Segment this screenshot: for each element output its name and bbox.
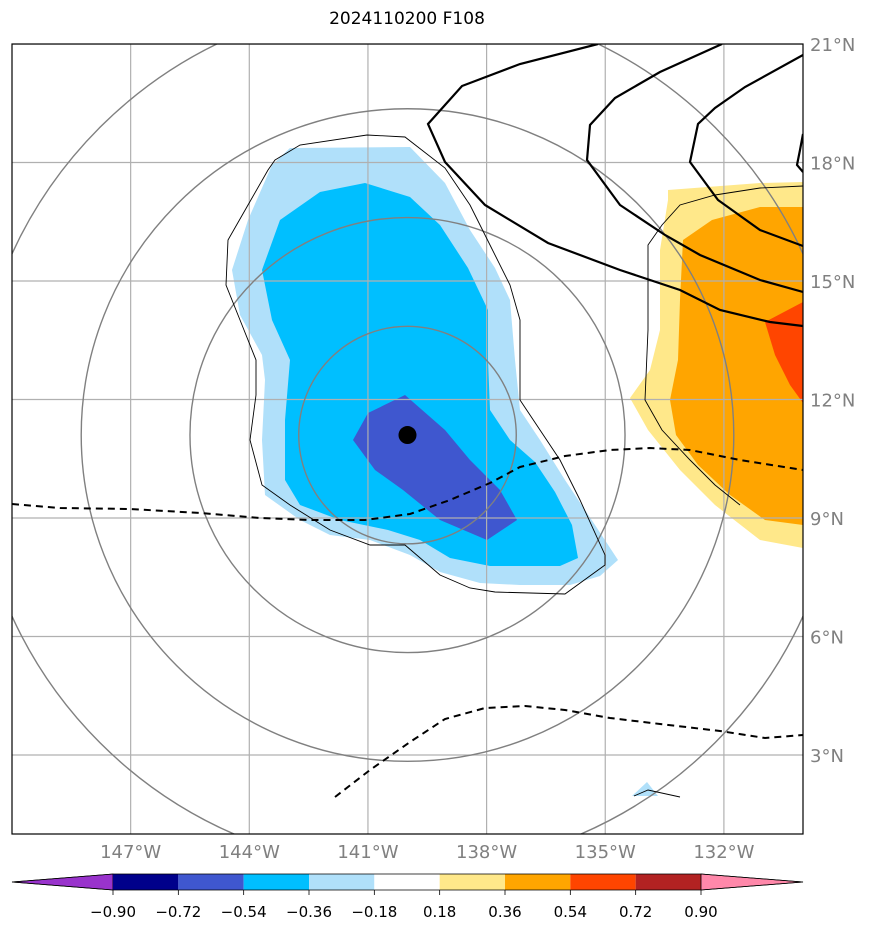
dashed-contour-south	[334, 704, 803, 798]
colorbar-tick-label: −0.18	[351, 903, 397, 921]
latitude-tick-label: 3°N	[810, 746, 844, 767]
thin-contour-small	[633, 789, 681, 798]
colorbar-tick-label: 0.54	[554, 903, 587, 921]
longitude-tick-label: 135°W	[575, 842, 636, 863]
negative-anomaly-small	[632, 782, 658, 796]
latitude-labels: 3°N 6°N 9°N 12°N 15°N 18°N 21°N	[810, 35, 855, 767]
longitude-labels: 147°W 144°W 141°W 138°W 135°W 132°W	[100, 842, 755, 863]
latitude-tick-label: 15°N	[810, 272, 855, 293]
thin-contour-west	[225, 134, 606, 595]
graticule	[12, 44, 803, 834]
longitude-tick-label: 138°W	[456, 842, 517, 863]
colorbar-extend-low	[11, 873, 114, 891]
latitude-tick-label: 6°N	[810, 628, 844, 649]
latitude-tick-label: 12°N	[810, 391, 855, 412]
thick-contour-1	[426, 44, 803, 328]
colorbar-swatch	[439, 874, 505, 890]
map-title: 2024110200 F108	[329, 9, 485, 29]
colorbar-tick-label: −0.90	[90, 903, 136, 921]
thick-contour-3	[688, 54, 803, 248]
thin-contour-east	[644, 185, 803, 506]
latitude-tick-label: 9°N	[810, 509, 844, 530]
colorbar-tick-label: −0.72	[155, 903, 201, 921]
positive-anomaly-mid	[670, 207, 803, 525]
thick-contour-4	[795, 133, 803, 173]
colorbar-swatch	[113, 874, 179, 890]
colorbar-tick-label: −0.54	[221, 903, 267, 921]
colorbar-tick-label: −0.36	[286, 903, 332, 921]
colorbar-swatch	[570, 874, 636, 890]
latitude-tick-label: 21°N	[810, 35, 855, 56]
colorbar-swatch	[243, 874, 309, 890]
dashed-contour-north	[12, 446, 803, 521]
colorbar-tick-label: 0.18	[423, 903, 456, 921]
storm-center-marker	[398, 426, 417, 445]
negative-anomaly-mid	[262, 183, 578, 566]
latitude-tick-label: 18°N	[810, 154, 855, 175]
range-ring	[80, 108, 735, 763]
colorbar	[11, 873, 804, 891]
positive-anomaly-dark	[765, 302, 803, 403]
map-frame	[11, 43, 804, 835]
colorbar-swatch	[635, 874, 701, 890]
longitude-tick-label: 141°W	[337, 842, 398, 863]
colorbar-swatch	[505, 874, 571, 890]
colorbar-tick-label: 0.72	[619, 903, 652, 921]
range-rings	[12, 44, 803, 834]
colorbar-labels: −0.90 −0.72 −0.54 −0.36 −0.18 0.18 0.36 0.54 0.7…	[90, 890, 718, 921]
negative-anomaly-dark	[353, 395, 517, 540]
colorbar-swatch	[178, 874, 244, 890]
longitude-tick-label: 132°W	[693, 842, 754, 863]
range-ring	[189, 216, 626, 654]
colorbar-extend-high	[700, 873, 804, 891]
longitude-tick-label: 144°W	[219, 842, 280, 863]
colorbar-tick-label: 0.90	[684, 903, 717, 921]
thick-contour-2	[585, 44, 803, 294]
colorbar-swatch	[309, 874, 375, 890]
longitude-tick-label: 147°W	[100, 842, 161, 863]
colorbar-swatch	[374, 874, 440, 890]
range-ring	[298, 325, 517, 545]
colorbar-tick-label: 0.36	[488, 903, 521, 921]
